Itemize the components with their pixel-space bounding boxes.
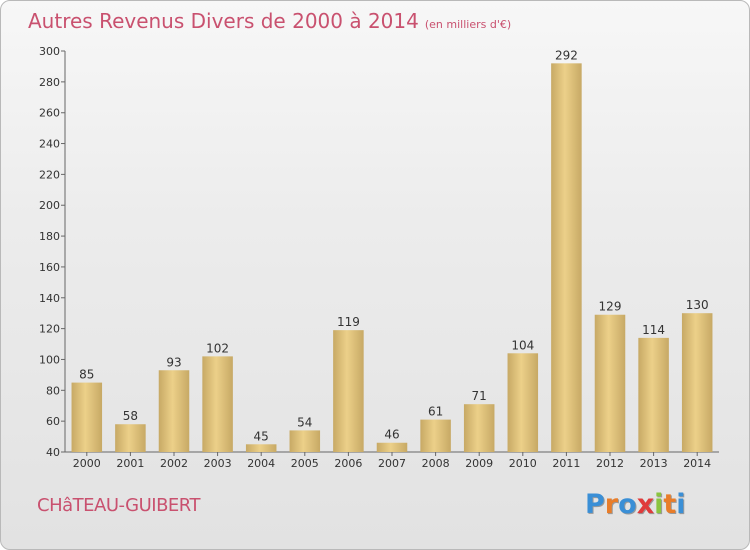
bar-value-label: 129 bbox=[599, 300, 622, 314]
bar-2012 bbox=[594, 314, 626, 452]
bar-2007 bbox=[376, 442, 408, 452]
logo-letter: x bbox=[636, 489, 655, 520]
x-tick-label: 2013 bbox=[640, 457, 668, 470]
x-tick-label: 2004 bbox=[247, 457, 275, 470]
bars: 85 58 93 102 45 54 119 46 61 71 104 292 129 114 130 bbox=[71, 48, 713, 452]
y-tick-label: 80 bbox=[46, 384, 60, 397]
x-tick-label: 2014 bbox=[683, 457, 711, 470]
y-tick-label: 160 bbox=[39, 261, 60, 274]
bar-2014 bbox=[681, 313, 713, 452]
y-tick-label: 200 bbox=[39, 199, 60, 212]
bar-value-label: 54 bbox=[297, 415, 312, 429]
x-tick-label: 2005 bbox=[291, 457, 319, 470]
y-tick-label: 120 bbox=[39, 323, 60, 336]
x-tick-label: 2009 bbox=[465, 457, 493, 470]
bar-2004 bbox=[245, 444, 277, 452]
y-tick-label: 100 bbox=[39, 353, 60, 366]
x-tick-label: 2012 bbox=[596, 457, 624, 470]
bar-value-label: 102 bbox=[206, 341, 229, 355]
x-tick-label: 2002 bbox=[160, 457, 188, 470]
y-tick-label: 40 bbox=[46, 446, 60, 459]
bar-2001 bbox=[115, 424, 146, 452]
x-tick-label: 2007 bbox=[378, 457, 406, 470]
y-tick-label: 300 bbox=[39, 45, 60, 58]
x-tick-label: 2008 bbox=[422, 457, 450, 470]
bar-2008 bbox=[420, 419, 451, 452]
bar-value-label: 61 bbox=[428, 405, 443, 419]
chart-title-text: Autres Revenus Divers de 2000 à 2014 bbox=[28, 9, 419, 33]
location-name: CHâTEAU-GUIBERT bbox=[37, 495, 201, 516]
logo-letter: P bbox=[585, 489, 605, 520]
bar-value-label: 71 bbox=[472, 389, 487, 403]
bar-value-label: 119 bbox=[337, 315, 360, 329]
bar-value-label: 104 bbox=[511, 338, 534, 352]
chart-subtitle: (en milliers d'€) bbox=[424, 18, 512, 31]
logo-letter: i bbox=[654, 489, 664, 520]
bar-value-label: 85 bbox=[79, 368, 94, 382]
logo-letter: o bbox=[618, 489, 637, 520]
y-tick-label: 240 bbox=[39, 138, 60, 151]
bar-2005 bbox=[289, 430, 321, 452]
bar-value-label: 114 bbox=[642, 323, 665, 337]
y-tick-label: 220 bbox=[39, 168, 60, 181]
y-tick-label: 60 bbox=[46, 415, 60, 428]
bar-2013 bbox=[638, 337, 669, 452]
x-tick-label: 2006 bbox=[334, 457, 362, 470]
logo-letter: r bbox=[604, 489, 619, 520]
logo-letter: t bbox=[663, 489, 677, 520]
bar-value-label: 292 bbox=[555, 48, 578, 62]
bar-2000 bbox=[71, 382, 103, 452]
bar-value-label: 93 bbox=[166, 355, 181, 369]
x-tick-label: 2001 bbox=[116, 457, 144, 470]
bar-2011 bbox=[551, 63, 582, 452]
bar-2006 bbox=[333, 330, 364, 452]
bar-2003 bbox=[202, 356, 233, 452]
chart-title: Autres Revenus Divers de 2000 à 2014 (en … bbox=[28, 9, 511, 33]
proxiti-logo: Proxiti bbox=[585, 489, 686, 520]
bar-value-label: 130 bbox=[686, 298, 709, 312]
y-tick-label: 180 bbox=[39, 230, 60, 243]
bar-2002 bbox=[158, 370, 190, 452]
x-axis: 2000 2001 2002 2003 2004 2005 2006 2007 2008 2009… bbox=[65, 451, 719, 470]
y-tick-label: 140 bbox=[39, 292, 60, 305]
x-tick-label: 2010 bbox=[509, 457, 537, 470]
x-tick-label: 2011 bbox=[552, 457, 580, 470]
bar-value-label: 46 bbox=[384, 428, 399, 442]
bar-2010 bbox=[507, 353, 539, 452]
logo-letter: i bbox=[676, 489, 686, 520]
x-tick-label: 2000 bbox=[73, 457, 101, 470]
x-tick-label: 2003 bbox=[204, 457, 232, 470]
y-tick-label: 260 bbox=[39, 107, 60, 120]
y-tick-label: 280 bbox=[39, 76, 60, 89]
bar-value-label: 58 bbox=[123, 409, 138, 423]
y-axis: 40 60 80 100 120 140 160 180 200 220 240 260 280 300 bbox=[39, 45, 66, 459]
bar-2009 bbox=[463, 404, 495, 452]
bar-value-label: 45 bbox=[254, 429, 269, 443]
